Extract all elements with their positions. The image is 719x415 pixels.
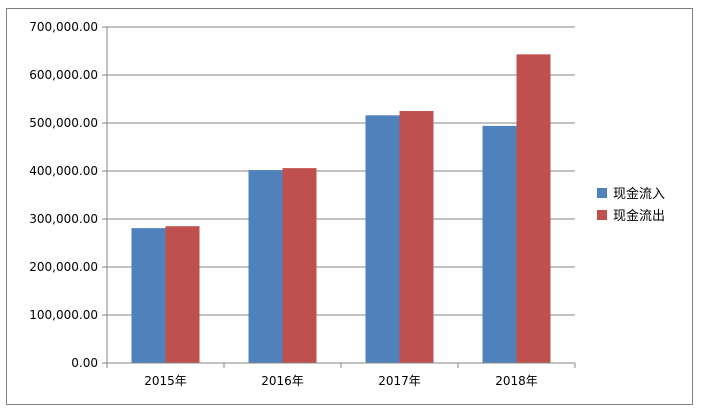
y-tick-label: 100,000.00 [29, 308, 98, 322]
bar-outflow-3 [516, 54, 551, 364]
y-tick-labels: 0.00 100,000.00 200,000.00 300,000.00 400,00… [29, 20, 98, 370]
bars [131, 54, 551, 364]
x-tick-label: 2015年 [144, 374, 187, 388]
x-tick-labels: 2015年 2016年 2017年 2018年 [144, 374, 538, 388]
bar-inflow-2 [365, 115, 400, 363]
bar-inflow-3 [482, 125, 517, 363]
bar-inflow-1 [248, 170, 283, 363]
bar-outflow-1 [282, 168, 317, 363]
chart-frame [6, 8, 693, 405]
y-tick-label: 500,000.00 [29, 116, 98, 130]
x-tick-label: 2018年 [495, 374, 538, 388]
axes [106, 27, 576, 368]
legend-label: 现金流入 [613, 186, 665, 202]
y-tick-label: 700,000.00 [29, 20, 98, 34]
y-tick-label: 400,000.00 [29, 164, 98, 178]
bar-outflow-2 [399, 111, 434, 363]
legend-label: 现金流出 [613, 208, 665, 224]
y-tick-label: 200,000.00 [29, 260, 98, 274]
y-tick-label: 0.00 [71, 356, 98, 370]
y-tick-label: 600,000.00 [29, 68, 98, 82]
legend-swatch [597, 210, 607, 220]
y-tick-label: 300,000.00 [29, 212, 98, 226]
x-tick-label: 2017年 [378, 374, 421, 388]
bar-inflow-0 [131, 228, 166, 363]
bar-outflow-0 [165, 226, 200, 363]
x-tick-label: 2016年 [261, 374, 304, 388]
legend-swatch [597, 188, 607, 198]
